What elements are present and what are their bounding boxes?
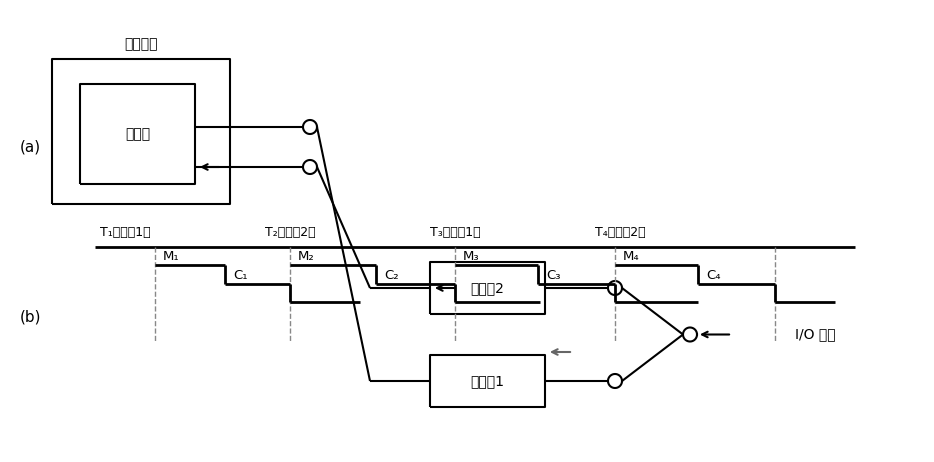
Text: M₂: M₂: [298, 250, 315, 263]
Text: (b): (b): [20, 310, 41, 324]
Text: M₄: M₄: [623, 250, 640, 263]
Text: M₃: M₃: [463, 250, 480, 263]
Text: T₄（缓冲2）: T₄（缓冲2）: [595, 226, 645, 239]
Text: M₁: M₁: [163, 250, 179, 263]
Text: T₃（缓冲1）: T₃（缓冲1）: [430, 226, 481, 239]
Text: 用户进程: 用户进程: [124, 37, 158, 51]
Text: I/O 设备: I/O 设备: [795, 328, 836, 341]
Text: C₃: C₃: [546, 269, 560, 282]
Text: 缓冲区1: 缓冲区1: [471, 374, 504, 388]
Text: T₁（缓冲1）: T₁（缓冲1）: [100, 226, 150, 239]
Text: C₁: C₁: [234, 269, 248, 282]
Text: (a): (a): [20, 140, 41, 154]
Text: C₄: C₄: [706, 269, 721, 282]
Text: 工作区: 工作区: [125, 127, 150, 141]
Text: 缓冲区2: 缓冲区2: [471, 281, 504, 295]
Text: T₂（缓冲2）: T₂（缓冲2）: [265, 226, 316, 239]
Text: C₂: C₂: [384, 269, 399, 282]
